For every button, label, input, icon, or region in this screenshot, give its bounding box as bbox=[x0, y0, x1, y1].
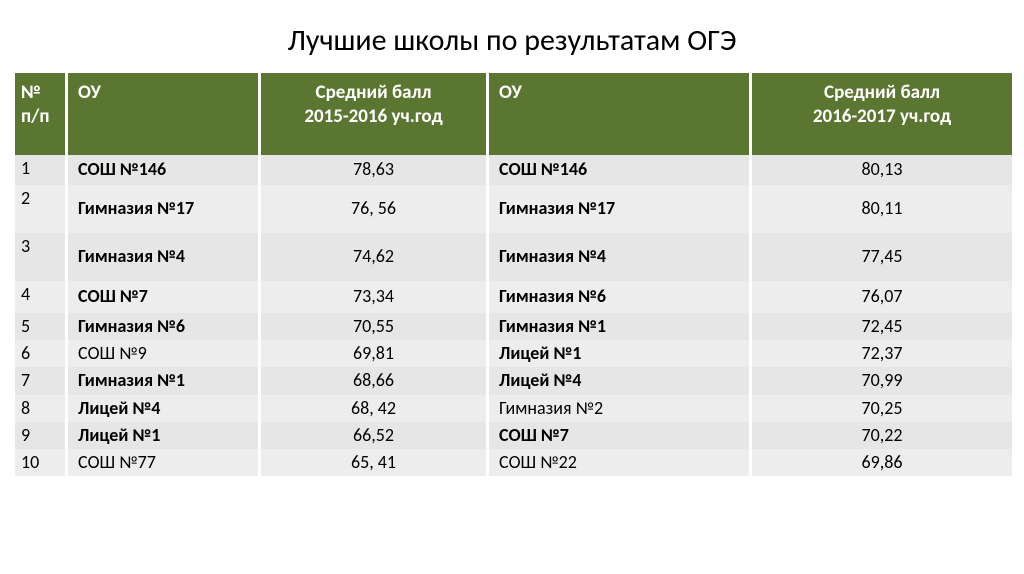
cell-score2: 69,86 bbox=[752, 449, 1012, 476]
cell-ou1: СОШ №9 bbox=[68, 340, 258, 367]
page-title: Лучшие школы по результатам ОГЭ bbox=[0, 0, 1024, 73]
cell-num: 10 bbox=[15, 449, 65, 476]
cell-ou2: Лицей №1 bbox=[489, 340, 749, 367]
cell-ou1: Лицей №4 bbox=[68, 395, 258, 422]
table-row: 8Лицей №468, 42Гимназия №270,25 bbox=[15, 395, 1012, 422]
cell-num: 4 bbox=[15, 281, 65, 313]
table-row: 5Гимназия №670,55Гимназия №172,45 bbox=[15, 313, 1012, 340]
cell-ou2: Гимназия №17 bbox=[489, 185, 749, 233]
cell-ou1: Гимназия №4 bbox=[68, 233, 258, 281]
cell-score1: 73,34 bbox=[261, 281, 486, 313]
cell-ou1: Лицей №1 bbox=[68, 422, 258, 449]
cell-ou1: Гимназия №6 bbox=[68, 313, 258, 340]
cell-score2: 70,25 bbox=[752, 395, 1012, 422]
col-header-ou2: ОУ bbox=[489, 73, 749, 155]
table-row: 1СОШ №14678,63СОШ №14680,13 bbox=[15, 155, 1012, 185]
cell-score2: 72,45 bbox=[752, 313, 1012, 340]
cell-score1: 74,62 bbox=[261, 233, 486, 281]
cell-score1: 68, 42 bbox=[261, 395, 486, 422]
cell-num: 5 bbox=[15, 313, 65, 340]
col-header-score1: Средний балл 2015-2016 уч.год bbox=[261, 73, 486, 155]
cell-ou1: СОШ №7 bbox=[68, 281, 258, 313]
cell-score1: 65, 41 bbox=[261, 449, 486, 476]
cell-score2: 76,07 bbox=[752, 281, 1012, 313]
col-header-ou2-l1: ОУ bbox=[499, 81, 743, 105]
col-header-num-l2: п/п bbox=[21, 105, 59, 129]
cell-ou1: СОШ №146 bbox=[68, 155, 258, 185]
col-header-score1-l1: Средний балл bbox=[267, 81, 480, 105]
cell-score2: 80,11 bbox=[752, 185, 1012, 233]
cell-num: 8 bbox=[15, 395, 65, 422]
col-header-score2-l1: Средний балл bbox=[758, 81, 1006, 105]
cell-ou1: СОШ №77 bbox=[68, 449, 258, 476]
cell-ou2: Гимназия №2 bbox=[489, 395, 749, 422]
cell-score1: 76, 56 bbox=[261, 185, 486, 233]
cell-score2: 70,99 bbox=[752, 367, 1012, 395]
cell-num: 3 bbox=[15, 233, 65, 281]
cell-ou2: Гимназия №6 bbox=[489, 281, 749, 313]
table-row: 6СОШ №969,81Лицей №172,37 bbox=[15, 340, 1012, 367]
col-header-score2: Средний балл 2016-2017 уч.год bbox=[752, 73, 1012, 155]
cell-num: 6 bbox=[15, 340, 65, 367]
results-table: № п/п ОУ Средний балл 2015-2016 уч.год О… bbox=[12, 73, 1015, 476]
col-header-num-l1: № bbox=[21, 81, 59, 105]
col-header-ou1: ОУ bbox=[68, 73, 258, 155]
table-row: 4СОШ №773,34Гимназия №676,07 bbox=[15, 281, 1012, 313]
cell-score1: 78,63 bbox=[261, 155, 486, 185]
cell-ou2: СОШ №22 bbox=[489, 449, 749, 476]
cell-score2: 72,37 bbox=[752, 340, 1012, 367]
cell-score1: 70,55 bbox=[261, 313, 486, 340]
col-header-num: № п/п bbox=[15, 73, 65, 155]
cell-num: 9 bbox=[15, 422, 65, 449]
cell-num: 7 bbox=[15, 367, 65, 395]
cell-ou1: Гимназия №1 bbox=[68, 367, 258, 395]
col-header-ou1-l1: ОУ bbox=[78, 81, 252, 105]
col-header-score1-l2: 2015-2016 уч.год bbox=[267, 105, 480, 129]
table-row: 3Гимназия №474,62Гимназия №477,45 bbox=[15, 233, 1012, 281]
cell-score1: 69,81 bbox=[261, 340, 486, 367]
table-row: 2Гимназия №1776, 56Гимназия №1780,11 bbox=[15, 185, 1012, 233]
cell-num: 2 bbox=[15, 185, 65, 233]
col-header-score2-l2: 2016-2017 уч.год bbox=[758, 105, 1006, 129]
cell-score1: 68,66 bbox=[261, 367, 486, 395]
table-row: 7Гимназия №168,66Лицей №470,99 bbox=[15, 367, 1012, 395]
table-row: 9Лицей №166,52СОШ №770,22 bbox=[15, 422, 1012, 449]
cell-score1: 66,52 bbox=[261, 422, 486, 449]
cell-ou2: Гимназия №4 bbox=[489, 233, 749, 281]
cell-score2: 70,22 bbox=[752, 422, 1012, 449]
table-body: 1СОШ №14678,63СОШ №14680,132Гимназия №17… bbox=[15, 155, 1012, 476]
cell-ou2: Гимназия №1 bbox=[489, 313, 749, 340]
cell-ou2: СОШ №146 bbox=[489, 155, 749, 185]
cell-ou2: Лицей №4 bbox=[489, 367, 749, 395]
header-row: № п/п ОУ Средний балл 2015-2016 уч.год О… bbox=[15, 73, 1012, 155]
cell-score2: 77,45 bbox=[752, 233, 1012, 281]
cell-num: 1 bbox=[15, 155, 65, 185]
cell-ou2: СОШ №7 bbox=[489, 422, 749, 449]
table-row: 10СОШ №7765, 41СОШ №2269,86 bbox=[15, 449, 1012, 476]
cell-score2: 80,13 bbox=[752, 155, 1012, 185]
cell-ou1: Гимназия №17 bbox=[68, 185, 258, 233]
